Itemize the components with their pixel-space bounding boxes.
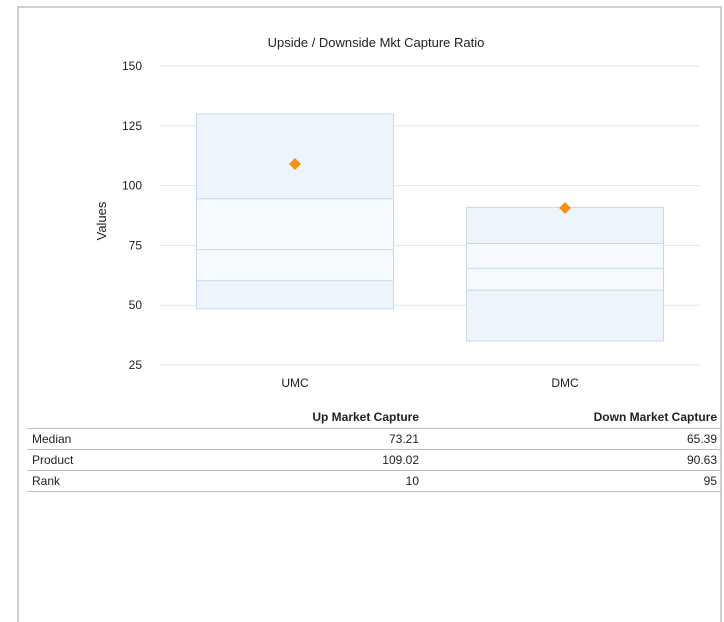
y-tick-label: 125 [122, 119, 142, 133]
y-tick-labels: 25 50 75 100 125 150 [122, 59, 142, 372]
x-tick-labels: UMC DMC [281, 376, 579, 390]
product-marker [559, 202, 571, 215]
box-interquartile [196, 198, 394, 282]
cell-umc: 109.02 [175, 449, 423, 471]
row-label: Product [27, 449, 175, 471]
table-header-up-market: Up Market Capture [175, 407, 423, 429]
y-tick-label: 50 [129, 298, 143, 312]
table-header-down-market: Down Market Capture [423, 407, 721, 429]
marker-layer [289, 158, 571, 215]
y-tick-label: 100 [122, 179, 142, 193]
row-label: Median [27, 428, 175, 450]
y-axis-label: Values [94, 201, 109, 240]
chart-title: Upside / Downside Mkt Capture Ratio [268, 35, 485, 50]
table-header-blank [27, 407, 175, 429]
box-interquartile [466, 242, 664, 291]
y-tick-label: 75 [129, 238, 143, 252]
product-marker [289, 158, 301, 171]
box-umc [196, 113, 394, 310]
box-layer [196, 113, 664, 342]
table-row: Product 109.02 90.63 [27, 449, 721, 471]
capture-stats-table: Up Market Capture Down Market Capture Me… [27, 407, 721, 492]
box-dmc [466, 206, 664, 342]
table-row: Median 73.21 65.39 [27, 428, 721, 450]
x-tick-label: DMC [551, 376, 579, 390]
cell-dmc: 95 [423, 470, 721, 492]
cell-dmc: 90.63 [423, 449, 721, 471]
y-tick-label: 25 [129, 358, 143, 372]
row-label: Rank [27, 470, 175, 492]
x-tick-label: UMC [281, 376, 309, 390]
capture-ratio-chart: Upside / Downside Mkt Capture Ratio Valu… [94, 35, 700, 390]
table-header-row: Up Market Capture Down Market Capture [27, 407, 721, 429]
y-tick-label: 150 [122, 59, 142, 73]
table-row: Rank 10 95 [27, 470, 721, 492]
cell-umc: 10 [175, 470, 423, 492]
cell-umc: 73.21 [175, 428, 423, 450]
cell-dmc: 65.39 [423, 428, 721, 450]
